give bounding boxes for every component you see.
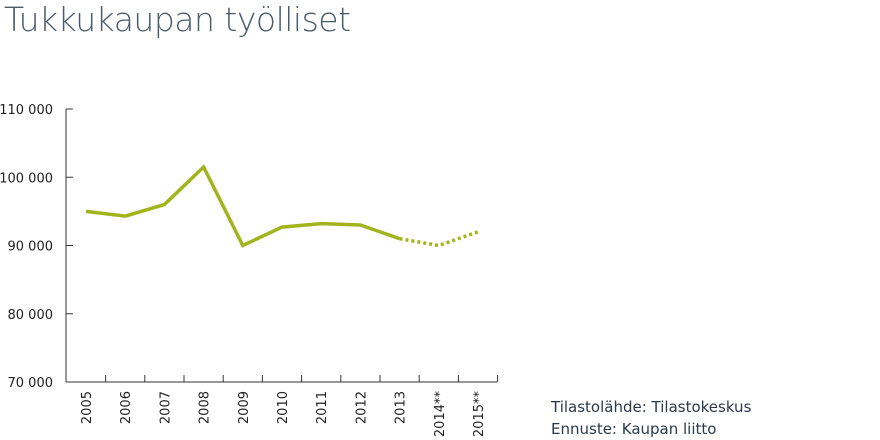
data-point-2012 bbox=[359, 224, 362, 227]
x-tick-label: 2005 bbox=[80, 391, 95, 424]
y-tick-label: 90 000 bbox=[8, 240, 54, 255]
x-tick-label: 2007 bbox=[158, 391, 173, 424]
data-point-2015 bbox=[477, 230, 480, 233]
y-tick-label: 70 000 bbox=[8, 376, 54, 391]
series-group bbox=[85, 164, 480, 248]
data-point-2010 bbox=[281, 226, 284, 229]
x-tick-label: 2012 bbox=[354, 391, 369, 424]
data-point-2014 bbox=[437, 244, 440, 247]
data-point-2008 bbox=[202, 166, 205, 169]
data-point-2006 bbox=[124, 215, 127, 218]
x-tick-label: 2010 bbox=[276, 391, 291, 424]
y-tick-label: 80 000 bbox=[8, 308, 54, 323]
data-point-2009 bbox=[241, 244, 244, 247]
x-tick-label: 2006 bbox=[119, 391, 134, 424]
y-tick-label: 100 000 bbox=[0, 171, 53, 186]
data-point-2013 bbox=[398, 237, 401, 240]
series-line-forecast bbox=[399, 230, 479, 248]
x-tick-label: 2011 bbox=[315, 391, 330, 424]
x-tick-label: 2009 bbox=[237, 391, 252, 424]
source-statistics: Tilastolähde: Tilastokeskus bbox=[551, 398, 752, 416]
data-point-2007 bbox=[163, 203, 166, 206]
x-axis: 2005 2006 2007 2008 2009 2010 2011 2012 2013 2014… bbox=[66, 375, 499, 438]
source-forecast: Ennuste: Kaupan liitto bbox=[551, 420, 717, 438]
y-axis: 70 000 80 000 90 000 100 000 110 000 bbox=[0, 103, 73, 391]
x-tick-label: 2015** bbox=[472, 391, 487, 438]
x-tick-label: 2014** bbox=[433, 391, 448, 438]
data-point-2011 bbox=[320, 222, 323, 225]
x-tick-label: 2008 bbox=[198, 391, 213, 424]
data-point-2005 bbox=[85, 210, 88, 213]
x-tick-label: 2013 bbox=[394, 391, 409, 424]
y-tick-label: 110 000 bbox=[0, 103, 53, 118]
series-line-actual bbox=[85, 164, 401, 248]
chart-title: Tukkukaupan työlliset bbox=[4, 0, 351, 39]
